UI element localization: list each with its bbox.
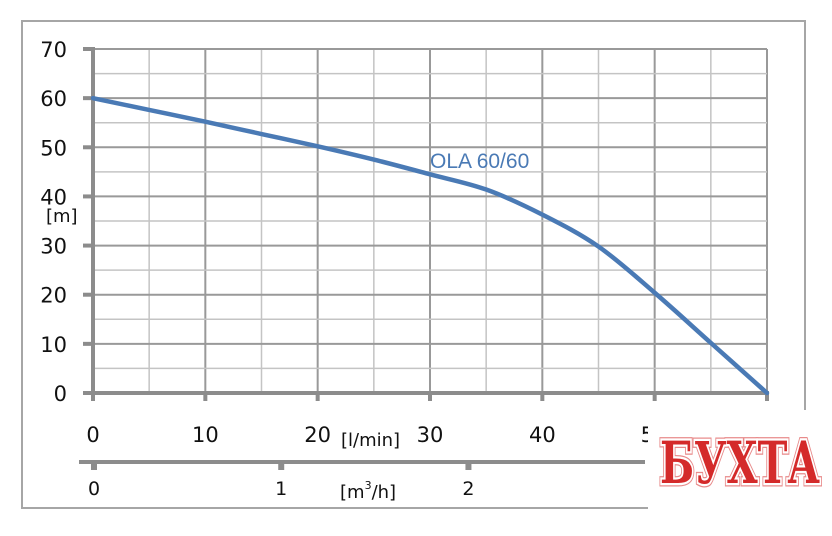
axes: [79, 47, 769, 470]
watermark-outline: БУХТА: [660, 429, 820, 497]
grid: [93, 48, 768, 393]
watermark-inner-outline: БУХТА: [660, 429, 820, 497]
series-label-ola-60-60: OLA 60/60: [430, 150, 529, 173]
chart-frame: [21, 20, 806, 509]
x2-tick-label: 2: [462, 478, 474, 500]
x-tick-label: 30: [417, 423, 444, 447]
x-tick-label: 0: [86, 423, 99, 447]
x2-tick-label: 1: [275, 478, 287, 500]
x-tick-label: 10: [192, 423, 219, 447]
watermark-logo: БУХТА БУХТА БУХТА: [648, 410, 832, 510]
y-tick-label: 60: [40, 87, 67, 111]
x2-axis-unit-label: [m3/h]: [340, 479, 396, 503]
y-tick-label: 30: [40, 235, 67, 259]
y-tick-label: 70: [40, 38, 67, 62]
x-tick-label: 20: [304, 423, 331, 447]
curve-ola-60-60: [90, 95, 770, 396]
y-tick-label: 10: [40, 333, 67, 357]
y-tick-label: 0: [54, 382, 67, 406]
x-tick-label: 40: [529, 423, 556, 447]
y-tick-label: 40: [40, 185, 67, 209]
y-axis-unit-label: [m]: [46, 206, 78, 227]
x-axis-unit-label: [l/min]: [341, 430, 400, 451]
y-tick-label: 20: [40, 284, 67, 308]
x2-tick-label: 0: [88, 478, 100, 500]
y-tick-label: 50: [40, 136, 67, 160]
watermark-text: БУХТА: [660, 429, 820, 497]
axis-labels: 0102030405060700102030405012: [40, 38, 654, 500]
series-curve: [90, 95, 770, 396]
